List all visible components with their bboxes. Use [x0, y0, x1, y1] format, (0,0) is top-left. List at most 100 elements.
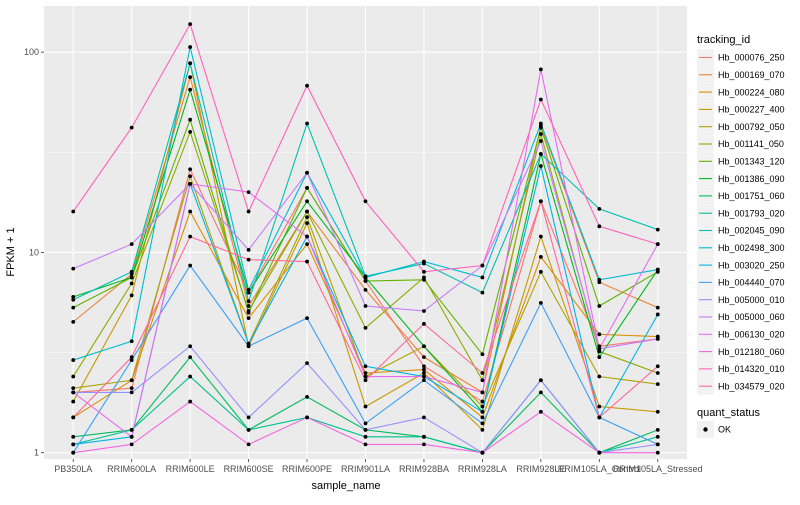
data-point [655, 364, 660, 369]
x-axis-title: sample_name [311, 480, 380, 492]
data-point [597, 404, 602, 409]
x-tick-label: RRIM901LA [341, 464, 390, 474]
data-point [422, 277, 426, 282]
data-point [129, 125, 134, 130]
data-point [188, 399, 193, 404]
data-point [480, 378, 485, 383]
data-point [363, 325, 368, 330]
legend-label: Hb_000227_400 [718, 105, 785, 115]
data-point [480, 371, 485, 375]
legend-label-status-ok: OK [718, 425, 731, 435]
x-tick-label: RRIM928BA [399, 464, 449, 474]
x-tick-label: PB350LA [54, 464, 92, 474]
y-axis-title-group: FPKM + 1 [5, 227, 17, 276]
data-point [538, 121, 543, 126]
data-point [655, 442, 660, 447]
series-points [71, 22, 660, 455]
legend-label: Hb_003020_250 [718, 260, 785, 270]
data-point [188, 61, 193, 66]
data-point [305, 199, 309, 204]
data-point [246, 316, 251, 320]
data-point [188, 167, 193, 172]
legend-label: Hb_006130_020 [718, 330, 785, 340]
legend-label: Hb_001793_020 [718, 208, 785, 218]
data-point [597, 344, 602, 349]
data-point [538, 269, 543, 274]
legend-item: Hb_034579_020 [697, 377, 785, 395]
data-point [305, 209, 309, 214]
data-point [480, 415, 485, 420]
legend-item: Hb_002498_300 [697, 239, 785, 257]
x-tick-label: RRIM600PE [282, 464, 332, 474]
data-point [129, 442, 134, 447]
data-point [305, 83, 309, 88]
data-point [246, 190, 251, 195]
data-point [129, 281, 134, 286]
data-point [597, 346, 602, 351]
legend-label: Hb_002498_300 [718, 243, 785, 253]
data-point [305, 259, 309, 264]
data-point [538, 234, 543, 239]
data-point [246, 209, 251, 214]
legend-item: Hb_000224_080 [697, 83, 785, 101]
data-point [655, 371, 660, 375]
x-tick-label: RRIM928LE [516, 464, 565, 474]
data-point [71, 415, 76, 420]
legend-item: Hb_004440_070 [697, 273, 785, 291]
data-point [305, 316, 309, 320]
data-point [422, 344, 426, 349]
legend-label: Hb_002045_090 [718, 226, 785, 236]
legend-item: Hb_000792_050 [697, 118, 785, 136]
data-point [363, 364, 368, 369]
legend-item: Hb_014320_010 [697, 360, 785, 378]
data-point [188, 174, 193, 179]
data-point [129, 386, 134, 391]
data-point [363, 427, 368, 432]
legend-item: Hb_001386_090 [697, 170, 785, 188]
data-point [129, 355, 134, 360]
data-point [363, 287, 368, 292]
y-tick-label: 1 [34, 448, 39, 458]
data-point [655, 382, 660, 387]
data-point [71, 442, 76, 447]
data-point [597, 304, 602, 308]
x-axis: PB350LA RRIM600LA RRIM600LE RRIM600SE RRIM60… [54, 459, 703, 474]
data-point [363, 421, 368, 426]
data-point [188, 87, 193, 92]
data-point [480, 352, 485, 357]
data-point [538, 378, 543, 383]
data-point [363, 371, 368, 375]
legend-label: Hb_001751_060 [718, 191, 785, 201]
legend-item: Hb_001793_020 [697, 204, 785, 222]
x-tick-label: RRIM600SE [224, 464, 274, 474]
legend-title-tracking-id: tracking_id [697, 34, 750, 46]
data-point [480, 404, 485, 409]
data-point [422, 378, 426, 383]
x-tick-label: RRIM600LE [166, 464, 215, 474]
data-point [129, 378, 134, 383]
data-point [305, 121, 309, 126]
legend-label: Hb_000076_250 [718, 53, 785, 63]
data-point [597, 374, 602, 379]
data-point [363, 199, 368, 204]
data-point [422, 434, 426, 439]
data-point [480, 421, 485, 426]
y-axis: 1 10 100 [24, 47, 44, 458]
data-point [246, 310, 251, 315]
data-point [363, 434, 368, 439]
data-point [71, 209, 76, 214]
data-point [538, 139, 543, 143]
data-point [129, 269, 134, 274]
data-point [188, 75, 193, 80]
plot-area [44, 6, 687, 459]
data-point [597, 277, 602, 282]
data-point [538, 152, 543, 156]
data-point [422, 321, 426, 326]
legend-item: Hb_006130_020 [697, 325, 785, 343]
data-point [71, 305, 76, 310]
x-tick-label: RRIM105LA_Stressed [613, 464, 703, 474]
data-point [129, 275, 134, 280]
legend-item: Hb_000076_250 [697, 49, 785, 66]
data-point [363, 374, 368, 379]
